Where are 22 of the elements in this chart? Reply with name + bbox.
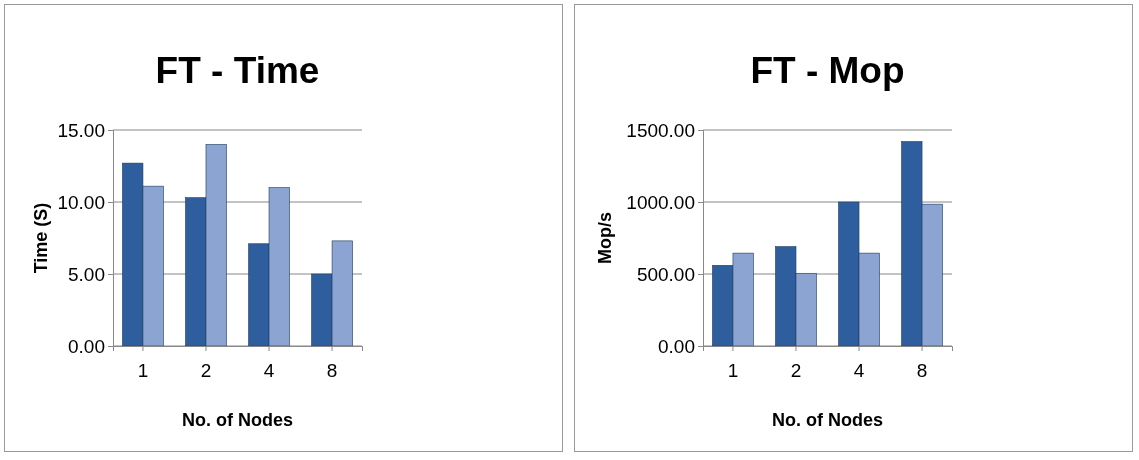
x-tick-label: 4 bbox=[853, 359, 865, 381]
y-tick-label: 500.00 bbox=[636, 263, 695, 285]
x-tick-label: 1 bbox=[727, 359, 739, 381]
chart-title: FT - Time bbox=[155, 50, 320, 91]
chart-title: FT - Mop bbox=[750, 50, 905, 91]
x-tick-label: 1 bbox=[137, 359, 149, 381]
x-axis-title: No. of Nodes bbox=[182, 410, 293, 430]
y-tick-label: 5.00 bbox=[68, 263, 105, 285]
x-tick-label: 2 bbox=[790, 359, 802, 381]
x-tick-label: 2 bbox=[200, 359, 212, 381]
y-tick-label: 1500.00 bbox=[626, 119, 695, 141]
x-tick-label: 4 bbox=[263, 359, 275, 381]
y-tick-label: 15.00 bbox=[57, 119, 105, 141]
y-tick-label: 0.00 bbox=[658, 335, 695, 357]
x-axis-title: No. of Nodes bbox=[772, 410, 883, 430]
x-tick-label: 8 bbox=[326, 359, 338, 381]
y-tick-label: 10.00 bbox=[57, 191, 105, 213]
y-tick-label: 1000.00 bbox=[626, 191, 695, 213]
y-axis-title: Time (S) bbox=[31, 202, 51, 274]
y-axis-title: Mop/s bbox=[595, 212, 615, 264]
y-tick-label: 0.00 bbox=[68, 335, 105, 357]
x-tick-label: 8 bbox=[916, 359, 928, 381]
